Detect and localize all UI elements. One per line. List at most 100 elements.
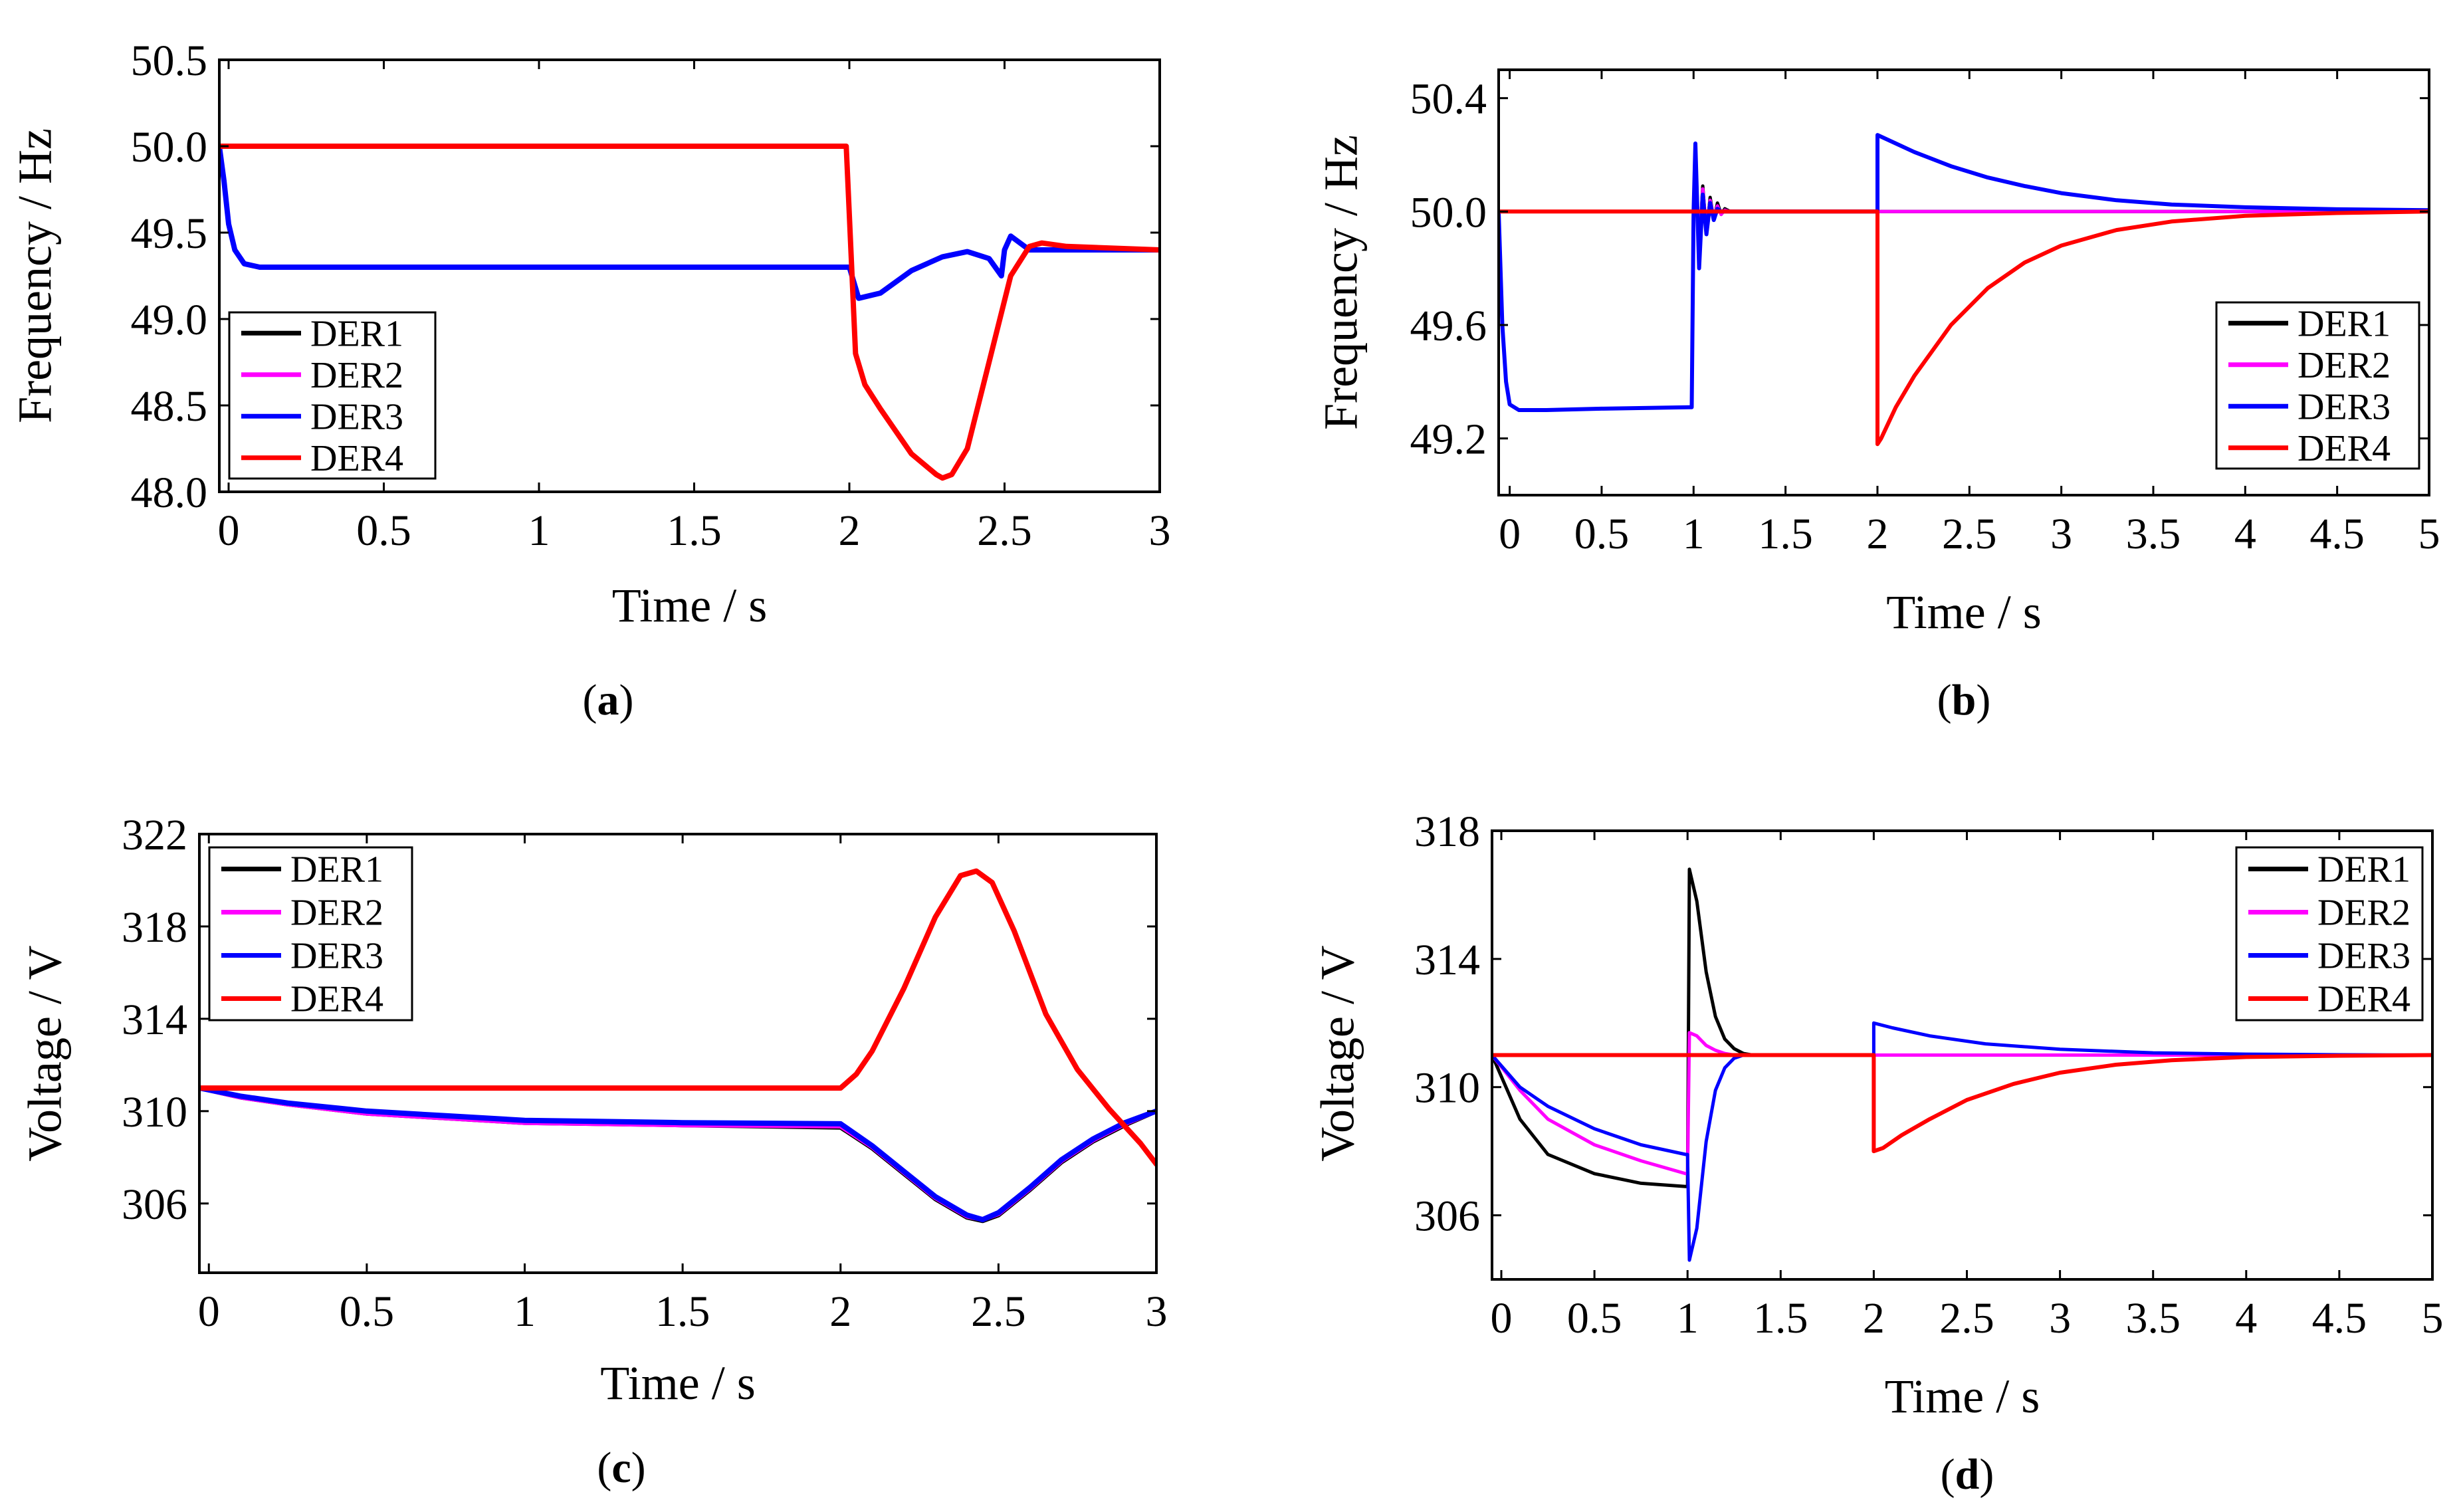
legend-label-der3: DER3 <box>290 936 383 977</box>
y-tick-label: 310 <box>122 1088 187 1136</box>
x-tick-label: 1.5 <box>1758 510 1813 558</box>
x-tick-label: 0.5 <box>356 506 411 555</box>
y-tick-label: 306 <box>1414 1192 1480 1241</box>
x-tick-label: 2 <box>1863 1294 1885 1343</box>
legend-box <box>2215 301 2420 470</box>
legend-label-der2: DER2 <box>2317 893 2410 934</box>
y-tick-label: 322 <box>122 811 187 859</box>
y-tick-label: 50.4 <box>1410 75 1487 124</box>
y-tick-label: 48.0 <box>131 469 208 517</box>
y-tick-label: 318 <box>1414 808 1480 856</box>
x-tick-label: 1 <box>514 1287 536 1336</box>
x-tick-label: 1.5 <box>1753 1294 1808 1343</box>
x-tick-label: 4 <box>2234 510 2256 558</box>
x-tick-label: 4.5 <box>2312 1294 2367 1343</box>
x-tick-label: 0.5 <box>1567 1294 1622 1343</box>
y-tick-label: 49.2 <box>1410 415 1487 464</box>
legend-label-der1: DER1 <box>2317 849 2410 891</box>
x-tick-label: 2.5 <box>1942 510 1997 558</box>
x-tick-label: 3.5 <box>2126 510 2181 558</box>
panel-caption: (c) <box>597 1444 645 1492</box>
y-tick-label: 49.0 <box>131 296 208 344</box>
x-tick-label: 1 <box>1683 510 1705 558</box>
y-tick-label: 318 <box>122 903 187 952</box>
x-axis-label: Time / s <box>612 579 767 632</box>
x-tick-label: 1.5 <box>655 1287 710 1336</box>
series-group <box>1492 867 2432 1262</box>
y-axis-label: Voltage / V <box>1311 945 1364 1161</box>
y-axis-label: Voltage / V <box>19 945 72 1161</box>
panel-caption: (b) <box>1937 676 1991 724</box>
legend-label-der2: DER2 <box>290 893 383 934</box>
legend-label-der3: DER3 <box>2298 386 2391 427</box>
y-axis-label: Frequency / Hz <box>1315 135 1368 430</box>
y-tick-label: 49.5 <box>131 209 208 258</box>
legend-label-der4: DER4 <box>2317 979 2410 1020</box>
legend-label-der4: DER4 <box>310 438 403 479</box>
legend-label-der1: DER1 <box>310 313 403 354</box>
x-tick-label: 1 <box>528 506 550 555</box>
x-tick-label: 2.5 <box>971 1287 1026 1336</box>
x-tick-label: 0 <box>218 506 240 555</box>
series-group <box>199 868 1156 1224</box>
x-tick-label: 2 <box>829 1287 851 1336</box>
series-line-der3 <box>1492 1021 2432 1262</box>
x-tick-label: 5 <box>2422 1294 2444 1343</box>
y-tick-label: 48.5 <box>131 382 208 431</box>
y-tick-label: 314 <box>122 996 187 1044</box>
chart-panel-c: 0 0.5 1 1.5 2 2.5 3 306 310 314 318 322 Time / s Volt… <box>19 811 1168 1492</box>
x-tick-label: 0 <box>198 1287 220 1336</box>
legend-box <box>2235 846 2424 1022</box>
x-tick-label: 0 <box>1491 1294 1513 1343</box>
series-group <box>219 144 1160 481</box>
series-line-der1 <box>219 144 1160 301</box>
series-line-der2 <box>219 144 1160 301</box>
chart-panel-d: 0 0.5 1 1.5 2 2.5 3 3.5 4 4.5 5 306 310 314 318 Time / … <box>1311 808 2444 1499</box>
x-tick-label: 2 <box>1866 510 1888 558</box>
x-axis-label: Time / s <box>600 1356 755 1410</box>
plot-frame <box>218 58 1161 493</box>
series-line-der4 <box>199 868 1156 1167</box>
legend-label-der1: DER1 <box>2298 303 2391 344</box>
x-tick-label: 3 <box>1149 506 1171 555</box>
y-tick-label: 50.5 <box>131 37 208 85</box>
series-line-der3 <box>199 1085 1156 1223</box>
legend-label-der1: DER1 <box>290 849 383 891</box>
x-tick-label: 2.5 <box>1939 1294 1994 1343</box>
legend-label-der3: DER3 <box>310 396 403 437</box>
x-tick-label: 5 <box>2418 510 2440 558</box>
x-tick-label: 2 <box>839 506 861 555</box>
panel-caption: (a) <box>583 676 634 724</box>
legend-label-der2: DER2 <box>2298 345 2391 386</box>
x-tick-label: 3 <box>1146 1287 1168 1336</box>
series-line-der4 <box>1492 1053 2432 1154</box>
legend-label-der4: DER4 <box>290 979 383 1020</box>
y-tick-label: 306 <box>122 1180 187 1229</box>
plot-frame <box>1497 68 2430 496</box>
x-tick-label: 1.5 <box>667 506 722 555</box>
series-line-der3 <box>219 144 1160 301</box>
panel-caption-letter: b <box>1952 676 1977 724</box>
series-line-der4 <box>219 144 1160 481</box>
panel-caption: (d) <box>1941 1450 1994 1499</box>
legend-box <box>228 311 437 480</box>
y-tick-label: 49.6 <box>1410 302 1487 350</box>
x-tick-label: 3 <box>2049 1294 2071 1343</box>
x-tick-label: 3 <box>2050 510 2072 558</box>
series-line-der4 <box>1499 209 2429 447</box>
panel-caption-letter: a <box>597 676 619 724</box>
x-axis-label: Time / s <box>1886 586 2041 639</box>
series-group <box>1499 133 2429 447</box>
legend-box <box>208 846 413 1022</box>
x-tick-label: 1 <box>1677 1294 1699 1343</box>
y-tick-label: 50.0 <box>1410 188 1487 237</box>
x-tick-label: 0.5 <box>340 1287 395 1336</box>
legend-label-der4: DER4 <box>2298 428 2391 469</box>
x-tick-label: 0.5 <box>1574 510 1630 558</box>
panel-caption-letter: c <box>611 1444 631 1492</box>
x-axis-label: Time / s <box>1885 1370 2040 1423</box>
y-tick-label: 50.0 <box>131 123 208 171</box>
